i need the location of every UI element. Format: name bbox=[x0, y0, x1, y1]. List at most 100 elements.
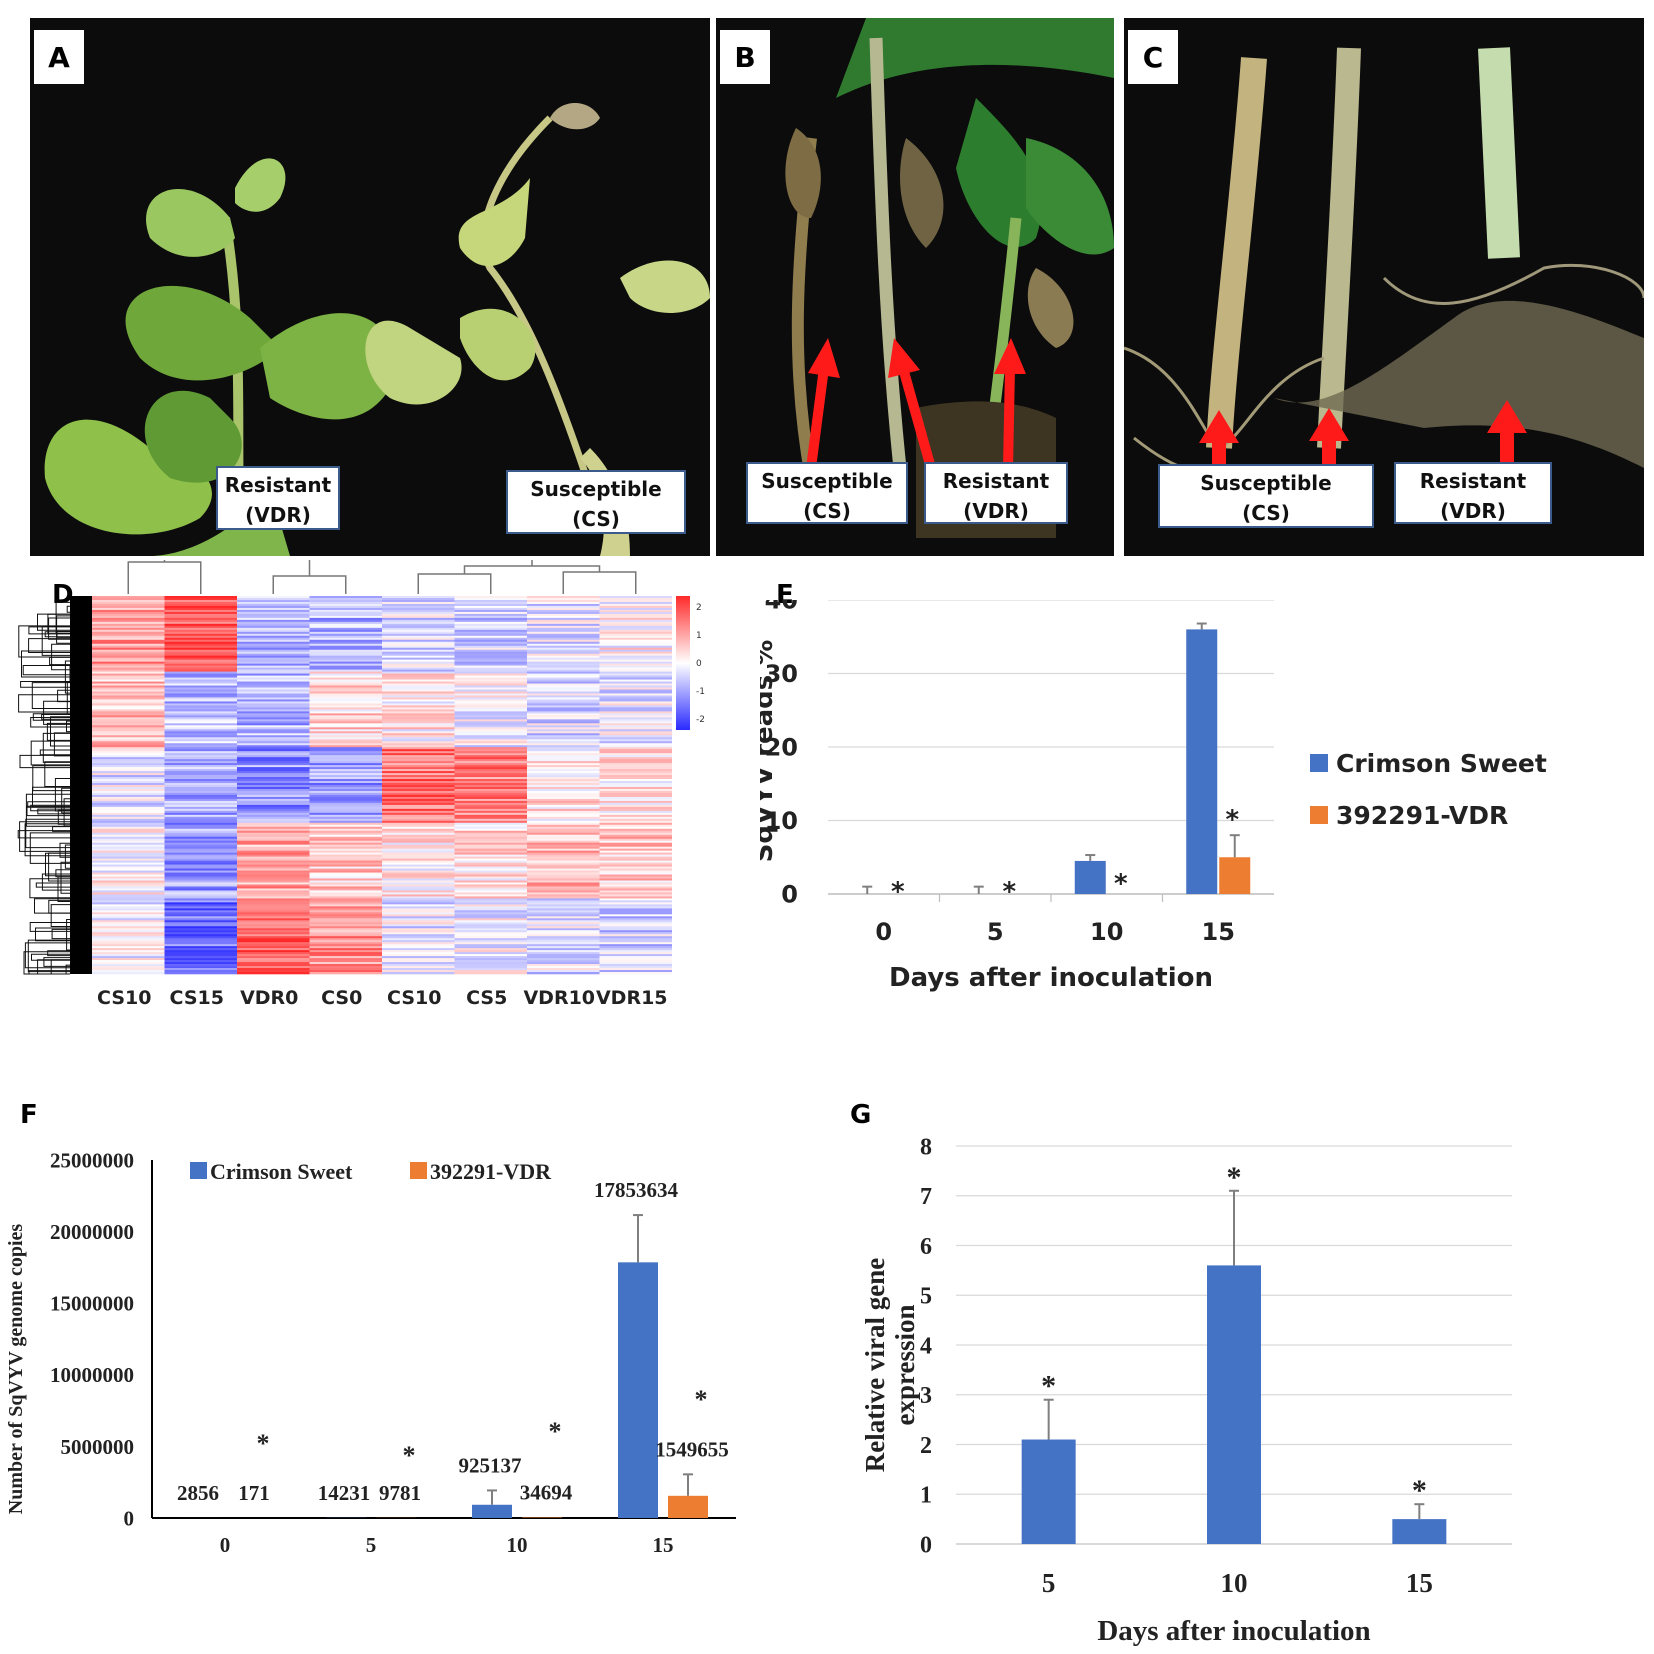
heatmap-cell bbox=[237, 906, 310, 909]
heatmap-cell bbox=[527, 757, 600, 760]
heatmap-cell bbox=[382, 928, 455, 931]
significance-asterisk: * bbox=[1225, 805, 1239, 835]
heatmap-cell bbox=[92, 856, 165, 859]
heatmap-cell bbox=[92, 794, 165, 798]
heatmap-cell bbox=[92, 880, 165, 883]
heatmap-cell bbox=[164, 794, 237, 798]
heatmap-cell bbox=[527, 914, 600, 917]
heatmap-cell bbox=[527, 864, 600, 867]
heatmap-cell bbox=[454, 904, 527, 907]
heatmap-cell bbox=[164, 653, 237, 656]
dendrogram-branch bbox=[25, 818, 70, 849]
heatmap-cell bbox=[382, 693, 455, 696]
heatmap-cell bbox=[164, 599, 237, 603]
heatmap-cell bbox=[164, 665, 237, 668]
heatmap-cell bbox=[164, 675, 237, 678]
heatmap-cell bbox=[527, 739, 600, 742]
heatmap-cell bbox=[382, 771, 455, 774]
heatmap-cell bbox=[599, 727, 672, 730]
heatmap-cell bbox=[382, 860, 455, 863]
heatmap-cell bbox=[599, 840, 672, 843]
heatmap-cell bbox=[309, 836, 382, 840]
heatmap-cell bbox=[527, 950, 600, 953]
heatmap-cell bbox=[382, 617, 455, 621]
heatmap-cell bbox=[92, 888, 165, 891]
heatmap-cell bbox=[382, 904, 455, 907]
heatmap-cell bbox=[599, 645, 672, 649]
heatmap-cell bbox=[92, 908, 165, 911]
heatmap-cell bbox=[237, 818, 310, 822]
heatmap-cell bbox=[237, 912, 310, 915]
heatmap-cell bbox=[382, 808, 455, 812]
heatmap-cell bbox=[599, 737, 672, 740]
heatmap-cell bbox=[599, 954, 672, 957]
heatmap-cell bbox=[164, 677, 237, 680]
heatmap-cell bbox=[454, 751, 527, 754]
heatmap-cell bbox=[599, 808, 672, 812]
heatmap-cell bbox=[527, 745, 600, 748]
heatmap-cell bbox=[454, 631, 527, 635]
heatmap-cell bbox=[382, 946, 455, 949]
heatmap-cell bbox=[454, 788, 527, 792]
heatmap-cell bbox=[164, 761, 237, 764]
heatmap-cell bbox=[599, 607, 672, 611]
heatmap-cell bbox=[309, 645, 382, 649]
heatmap-cell bbox=[527, 727, 600, 730]
heatmap-cell bbox=[92, 860, 165, 863]
heatmap-cell bbox=[454, 806, 527, 810]
heatmap-cell bbox=[527, 918, 600, 921]
heatmap-cell bbox=[454, 783, 527, 786]
heatmap-cell bbox=[527, 906, 600, 909]
heatmap-cell bbox=[382, 910, 455, 913]
heatmap-cell bbox=[309, 685, 382, 688]
heatmap-cell bbox=[454, 611, 527, 615]
heatmap-cell bbox=[92, 769, 165, 772]
heatmap-cell bbox=[527, 647, 600, 651]
heatmap-cell bbox=[527, 966, 600, 969]
heatmap-cell bbox=[382, 705, 455, 708]
heatmap-cell bbox=[309, 773, 382, 776]
heatmap-cell bbox=[237, 802, 310, 806]
heatmap-cell bbox=[92, 663, 165, 666]
heatmap-cell bbox=[164, 619, 237, 623]
heatmap-cell bbox=[309, 800, 382, 804]
heatmap-cell bbox=[164, 701, 237, 704]
dendrogram-branch bbox=[31, 953, 70, 961]
heatmap-cell bbox=[237, 619, 310, 623]
heatmap-cell bbox=[454, 964, 527, 967]
heatmap-cell bbox=[599, 852, 672, 855]
heatmap-cell bbox=[599, 804, 672, 808]
heatmap-cell bbox=[309, 731, 382, 734]
heatmap-cell bbox=[237, 886, 310, 889]
heatmap-cell bbox=[454, 938, 527, 941]
heatmap-cell bbox=[527, 611, 600, 615]
heatmap-cell bbox=[309, 924, 382, 927]
heatmap-cell bbox=[454, 599, 527, 603]
heatmap-cell bbox=[599, 810, 672, 814]
heatmap-cell bbox=[454, 707, 527, 710]
heatmap-cell bbox=[454, 627, 527, 631]
heatmap-cell bbox=[309, 757, 382, 760]
heatmap-cell bbox=[237, 938, 310, 941]
heatmap-cell bbox=[382, 906, 455, 909]
heatmap-cell bbox=[527, 952, 600, 955]
photo-c-susceptible-line2: (CS) bbox=[1242, 501, 1290, 525]
heatmap-cell bbox=[382, 631, 455, 635]
heatmap-cell bbox=[237, 609, 310, 613]
heatmap-cell bbox=[309, 639, 382, 643]
heatmap-cell bbox=[382, 671, 455, 674]
heatmap-cell bbox=[309, 599, 382, 603]
heatmap-cell bbox=[164, 812, 237, 816]
photo-b-susceptible-line1: Susceptible bbox=[761, 469, 893, 493]
heatmap-cell bbox=[92, 802, 165, 806]
photo-a-resistant-line1: Resistant bbox=[224, 473, 332, 497]
heatmap-cell bbox=[527, 609, 600, 613]
heatmap-cell bbox=[164, 934, 237, 937]
heatmap-cell bbox=[92, 775, 165, 778]
heatmap-cell bbox=[92, 765, 165, 768]
heatmap-cell bbox=[309, 894, 382, 897]
heatmap-cell bbox=[237, 862, 310, 865]
heatmap-cell bbox=[454, 834, 527, 838]
heatmap-cell bbox=[309, 697, 382, 700]
heatmap-cell bbox=[382, 902, 455, 905]
